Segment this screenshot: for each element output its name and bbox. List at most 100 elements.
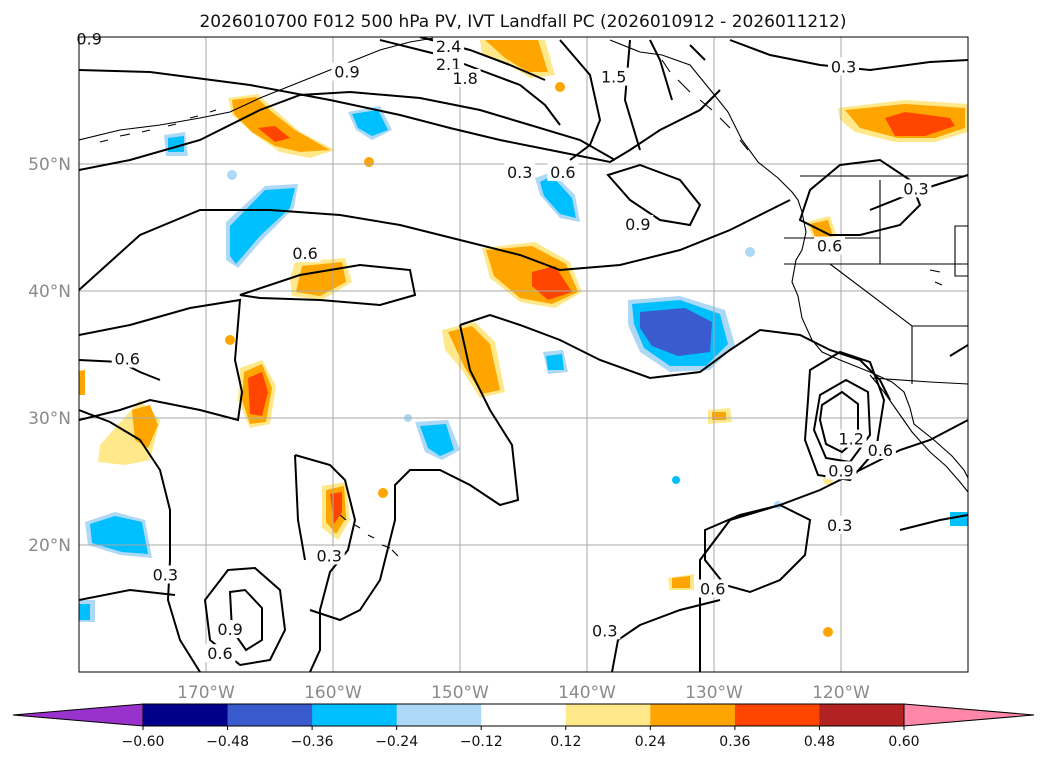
contour-label: 0.6	[550, 163, 575, 182]
shaded-region	[485, 40, 548, 72]
shaded-region	[378, 488, 388, 498]
contour-label-bg	[864, 441, 896, 460]
contour-label: 1.8	[452, 69, 477, 88]
colorbar-segment	[143, 704, 229, 726]
contour-line	[79, 90, 616, 171]
contour-line	[203, 566, 287, 667]
colorbar-extend-max	[903, 703, 1035, 727]
shaded-region	[555, 82, 565, 92]
contour-line	[699, 419, 968, 672]
contour-label-bg	[111, 349, 143, 368]
colorbar-segment	[481, 704, 567, 726]
colorbar-segment	[396, 704, 482, 726]
contour-line	[79, 588, 176, 601]
pv-anomaly-shading	[79, 40, 968, 637]
contour-line	[611, 599, 721, 672]
lat-tick-label: 40°N	[28, 282, 71, 302]
lat-tick-label: 20°N	[28, 536, 71, 556]
shaded-region	[79, 604, 90, 620]
lat-tick-label: 30°N	[28, 409, 71, 429]
shaded-region	[258, 126, 290, 142]
shaded-region	[132, 405, 158, 448]
contour-label: 0.3	[827, 516, 852, 535]
colorbar: −0.60 −0.48 −0.36 −0.24 −0.12 0.12 0.24 0.36 0.4…	[12, 703, 1035, 750]
contour-label-bg	[697, 579, 729, 598]
contour-label: 0.3	[831, 57, 856, 76]
contour-label-bg	[433, 54, 465, 73]
colorbar-segment	[650, 704, 736, 726]
lon-tick-label: 120°W	[812, 683, 870, 703]
contour-label: 0.9	[217, 620, 242, 639]
shaded-region	[823, 627, 833, 637]
contour-label-bg	[825, 461, 857, 480]
colorbar-segment	[734, 704, 820, 726]
lon-tick-label: 130°W	[685, 683, 743, 703]
shaded-region	[364, 157, 374, 167]
contour-label-bg	[433, 37, 465, 56]
contour-label: 0.3	[153, 565, 178, 584]
contour-line	[294, 454, 357, 672]
aleutian-islands	[99, 109, 217, 143]
contour-label: 0.9	[76, 30, 101, 49]
contour-label: 0.9	[334, 63, 359, 82]
contour-label-bg	[204, 644, 236, 663]
contour-label-bg	[73, 29, 105, 48]
contour-label-bg	[504, 162, 536, 181]
contour-label-bg	[814, 236, 846, 255]
contour-label: 0.6	[115, 350, 140, 369]
north-america-coastline	[609, 39, 968, 479]
contour-line	[239, 263, 417, 307]
shaded-region	[168, 136, 184, 152]
contour-line	[79, 298, 244, 422]
contour-label: 0.6	[700, 579, 725, 598]
contour-label: 0.9	[828, 461, 853, 480]
contour-labels: 0.9 2.42.11.80.9 1.50.30.3 0.60.90.60.30.60…	[73, 29, 932, 663]
contour-line	[949, 344, 968, 357]
contour-label-bg	[289, 244, 321, 263]
colorbar-tick-label: −0.24	[375, 734, 418, 750]
contour-line	[79, 199, 791, 291]
shaded-region	[672, 476, 680, 484]
contour-label: 0.6	[868, 441, 893, 460]
colorbar-tick-label: −0.36	[291, 734, 334, 750]
colorbar-segment	[312, 704, 398, 726]
hawaiian-islands	[339, 514, 399, 557]
contour-line	[309, 324, 520, 622]
contour-label: 0.3	[592, 621, 617, 640]
lon-tick-label: 160°W	[304, 683, 362, 703]
shaded-region	[950, 512, 968, 526]
shaded-region	[885, 112, 955, 136]
shaded-region	[225, 335, 235, 345]
contour-label-bg	[313, 546, 345, 565]
contour-label-bg	[900, 179, 932, 198]
contour-line	[79, 69, 721, 164]
shaded-region	[79, 370, 85, 395]
contour-label: 0.3	[316, 546, 341, 565]
colorbar-tick-label: −0.48	[206, 734, 249, 750]
map-panel: 0.9 2.42.11.80.9 1.50.30.3 0.60.90.60.30.60…	[73, 29, 969, 673]
colorbar-tick-label: 0.48	[804, 734, 835, 750]
shaded-region	[672, 576, 690, 588]
shaded-region	[448, 326, 500, 394]
contour-label-bg	[598, 67, 630, 86]
contour-label: 0.6	[292, 244, 317, 263]
colorbar-tick-label: 0.36	[719, 734, 750, 750]
contour-label: 0.3	[903, 179, 928, 198]
colorbar-frame	[142, 703, 905, 727]
shaded-region	[248, 372, 268, 416]
shaded-region	[640, 308, 712, 356]
contour-line	[559, 39, 706, 161]
lon-tick-label: 150°W	[431, 683, 489, 703]
contour-label-bg	[589, 621, 621, 640]
shaded-region	[546, 354, 564, 370]
contour-line	[899, 514, 968, 531]
state-border	[954, 225, 968, 277]
contour-label: 0.6	[207, 644, 232, 663]
contour-label-bg	[547, 162, 579, 181]
colorbar-tick-label: 0.12	[550, 734, 581, 750]
contour-line	[812, 378, 872, 464]
contour-label: 2.4	[436, 37, 461, 56]
alaska-coastline	[79, 37, 441, 141]
shaded-region	[352, 110, 388, 136]
colorbar-segment	[565, 704, 651, 726]
